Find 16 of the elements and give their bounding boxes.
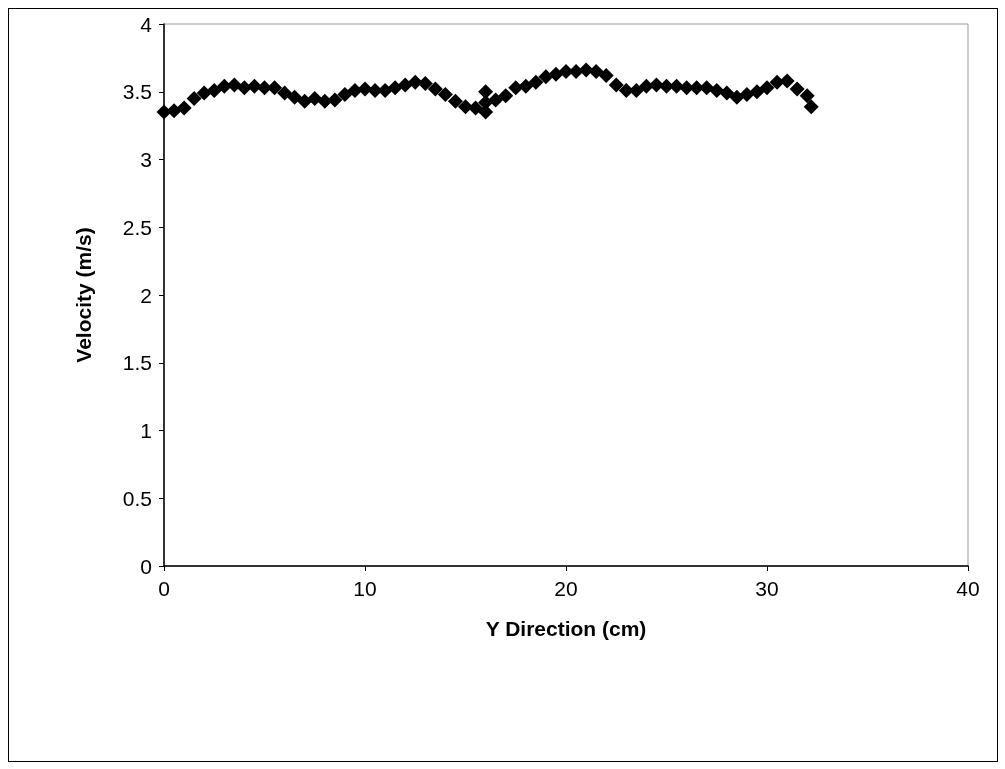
x-tick-label: 40 bbox=[956, 577, 980, 600]
y-tick-label: 2.5 bbox=[122, 215, 152, 239]
y-tick-label: 0.5 bbox=[122, 486, 152, 510]
x-tick-label: 30 bbox=[755, 577, 779, 600]
x-tick-label: 10 bbox=[353, 577, 377, 600]
y-tick-label: 1.5 bbox=[122, 351, 152, 375]
x-tick-label: 0 bbox=[158, 577, 170, 600]
x-axis-title: Y Direction (cm) bbox=[485, 617, 647, 640]
y-tick-label: 3 bbox=[140, 148, 152, 171]
y-tick-label: 3.5 bbox=[122, 80, 152, 104]
y-tick-label: 1 bbox=[140, 419, 152, 442]
y-tick-label: 4 bbox=[140, 12, 153, 36]
x-tick-label: 20 bbox=[554, 577, 578, 600]
y-tick-label: 0 bbox=[140, 554, 152, 578]
y-tick-label: 2 bbox=[140, 283, 152, 307]
y-axis-title: Velocity (m/s) bbox=[72, 227, 95, 363]
